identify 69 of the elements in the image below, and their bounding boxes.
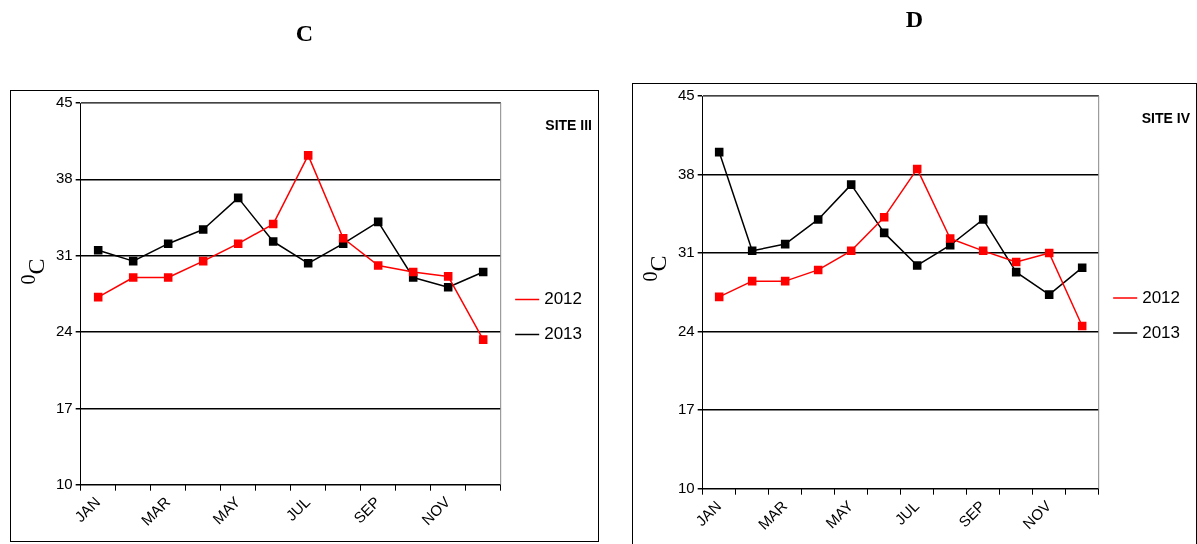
point	[813, 215, 823, 224]
chart-title: C	[294, 20, 315, 47]
point	[780, 276, 790, 286]
y-tick-label: 31	[678, 243, 695, 261]
point	[163, 239, 173, 248]
y-tick-label: 10	[56, 474, 73, 492]
point	[1077, 263, 1087, 272]
legend-label: 2012	[1142, 287, 1181, 307]
y-tick-label: 38	[678, 164, 695, 182]
point	[373, 217, 383, 227]
y-tick-label: 38	[56, 169, 73, 187]
point	[846, 180, 856, 189]
point	[879, 228, 889, 238]
point	[1011, 267, 1021, 277]
point	[233, 239, 243, 248]
point	[714, 147, 724, 157]
x-tick-label: JUL	[282, 493, 314, 524]
y-tick-label: 10	[678, 478, 695, 496]
legend-label: 2013	[544, 324, 583, 344]
y-tick-label: 45	[56, 93, 73, 111]
point	[373, 261, 383, 270]
point	[443, 283, 453, 292]
point	[163, 273, 173, 282]
y-tick-label: 17	[678, 400, 695, 418]
point	[198, 225, 208, 234]
point	[478, 335, 488, 344]
point	[93, 245, 103, 255]
y-tick-label: 31	[56, 245, 73, 263]
point	[780, 239, 790, 249]
point	[945, 234, 955, 243]
point	[714, 292, 724, 302]
point	[1077, 321, 1087, 331]
point	[478, 267, 488, 277]
text: SITE IV	[1141, 109, 1191, 126]
y-tick-label: 24	[678, 321, 695, 339]
point	[443, 272, 453, 281]
legend-label: 2013	[1142, 322, 1181, 342]
point	[408, 267, 418, 277]
point	[846, 246, 856, 256]
point	[747, 276, 757, 286]
point	[268, 237, 278, 246]
point	[268, 219, 278, 229]
point	[747, 246, 757, 256]
point	[978, 246, 988, 256]
point	[1044, 290, 1054, 299]
point	[1044, 248, 1054, 258]
point	[233, 193, 243, 203]
x-tick-label: JUL	[891, 497, 923, 528]
point	[93, 292, 103, 302]
x-tick-label: JAN	[71, 493, 104, 526]
y-tick-label: 45	[678, 86, 695, 104]
point	[303, 151, 313, 160]
point	[198, 256, 208, 266]
point	[128, 256, 138, 266]
chart-title: D	[904, 6, 925, 33]
point	[813, 265, 823, 275]
point	[978, 215, 988, 224]
point	[338, 233, 348, 243]
x-tick-label: JAN	[692, 497, 725, 530]
text: SITE III	[545, 116, 592, 133]
point	[879, 212, 889, 222]
point	[912, 261, 922, 270]
point	[303, 259, 313, 268]
point	[1011, 257, 1021, 267]
y-tick-label: 24	[56, 322, 73, 340]
legend-label: 2012	[544, 289, 583, 309]
point	[128, 273, 138, 282]
y-tick-label: 17	[56, 398, 73, 416]
point	[912, 164, 922, 174]
